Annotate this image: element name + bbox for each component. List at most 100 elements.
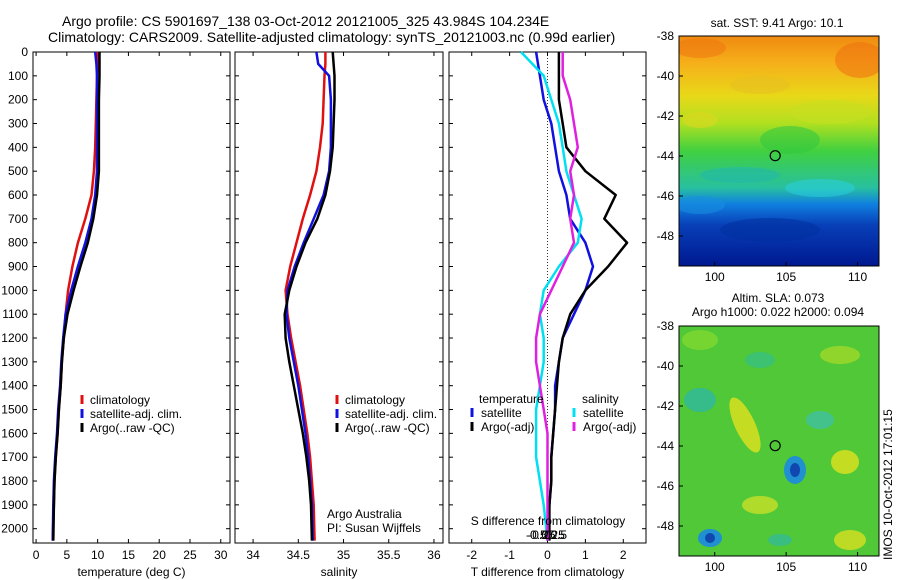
depth-tick-label: 100 bbox=[8, 69, 28, 83]
x-tick-label: 36 bbox=[427, 548, 441, 562]
depth-tick-label: 1400 bbox=[1, 379, 28, 393]
map-y-tick-label: -46 bbox=[657, 479, 675, 493]
depth-tick-label: 1500 bbox=[1, 403, 28, 417]
top-axis-tick-label: 0 bbox=[544, 528, 551, 542]
x-tick-label: 34 bbox=[246, 548, 260, 562]
legend-label: climatology bbox=[90, 393, 150, 407]
side-label: IMOS 10-Oct-2012 17:01:15 bbox=[881, 409, 895, 560]
sla-map-argo-marker bbox=[769, 440, 781, 452]
map-x-tick-label: 110 bbox=[848, 270, 867, 284]
x-tick-label: 1 bbox=[582, 548, 589, 562]
x-tick-label: 35.5 bbox=[377, 548, 401, 562]
map-y-tick-label: -42 bbox=[657, 399, 675, 413]
x-tick-label: 30 bbox=[214, 548, 228, 562]
x-tick-label: 20 bbox=[153, 548, 167, 562]
legend-label: Argo(..raw -QC) bbox=[345, 421, 430, 435]
map-y-tick-label: -44 bbox=[657, 439, 675, 453]
x-tick-label: 35 bbox=[337, 548, 351, 562]
map-y-tick-label: -38 bbox=[657, 319, 675, 333]
legend-label: climatology bbox=[345, 393, 405, 407]
series-line-1 bbox=[284, 52, 327, 541]
depth-tick-label: 1300 bbox=[1, 355, 28, 369]
header-line-1: Argo profile: CS 5901697_138 03-Oct-2012… bbox=[62, 13, 549, 29]
depth-tick-label: 300 bbox=[8, 117, 28, 131]
annotation-text: Argo Australia bbox=[327, 507, 402, 521]
series-line-2 bbox=[285, 51, 333, 541]
sst-map: sat. SST: 9.41 Argo: 10.1 -38 -40 -42 -44 -4… bbox=[657, 16, 880, 284]
depth-tick-label: 200 bbox=[8, 93, 28, 107]
depth-tick-label: 1700 bbox=[1, 450, 28, 464]
series-line-2 bbox=[548, 52, 629, 541]
sla-map-title: Altim. SLA: 0.073 bbox=[732, 291, 825, 305]
map-y-tick-label: -40 bbox=[657, 359, 675, 373]
series-line-3 bbox=[283, 51, 336, 541]
series-line-3 bbox=[52, 52, 101, 541]
depth-tick-label: 700 bbox=[8, 212, 28, 226]
legend-label: satellite-adj. clim. bbox=[90, 407, 182, 421]
top-axis-tick-label: 0.25 bbox=[541, 528, 565, 542]
x-tick-label: 0 bbox=[33, 548, 40, 562]
x-tick-label: 10 bbox=[91, 548, 105, 562]
depth-tick-label: 1800 bbox=[1, 474, 28, 488]
map-x-tick-label: 110 bbox=[848, 560, 867, 574]
depth-tick-label: 1200 bbox=[1, 331, 28, 345]
salinity-profile-xlabel: salinity bbox=[321, 565, 358, 579]
sst-map-frame bbox=[678, 35, 880, 267]
x-tick-label: 15 bbox=[122, 548, 136, 562]
map-y-tick-label: -40 bbox=[657, 69, 675, 83]
depth-tick-label: 500 bbox=[8, 164, 28, 178]
sla-map-frame bbox=[678, 325, 880, 557]
salinity-panel: 34 34.5 35 35.5 36 salinity climatologysatelli… bbox=[234, 51, 444, 579]
series-line-4 bbox=[534, 52, 580, 541]
salinity-profile-frame bbox=[234, 51, 444, 544]
sla-map-field bbox=[679, 326, 879, 556]
x-tick-label: -1 bbox=[504, 548, 515, 562]
map-y-tick-label: -38 bbox=[657, 29, 675, 43]
legend-label: Argo(-adj) bbox=[481, 420, 534, 434]
x-tick-label: -2 bbox=[466, 548, 477, 562]
map-x-tick-label: 100 bbox=[705, 270, 725, 284]
legend-label: satellite bbox=[481, 406, 522, 420]
depth-tick-label: 1100 bbox=[2, 307, 28, 321]
x-tick-label: 5 bbox=[64, 548, 71, 562]
x-tick-label: 34.5 bbox=[287, 548, 311, 562]
difference-profile-xlabel: T difference from climatology bbox=[471, 565, 625, 579]
map-x-tick-label: 100 bbox=[705, 560, 725, 574]
annotation-text: PI: Susan Wijffels bbox=[327, 521, 421, 535]
temperature-profile-frame bbox=[32, 51, 231, 544]
sla-map-texture bbox=[682, 330, 866, 550]
top-axis-tick-label: 0.5 bbox=[550, 528, 567, 542]
temperature-profile-xlabel: temperature (deg C) bbox=[77, 565, 185, 579]
header-line-2: Climatology: CARS2009. Satellite-adjuste… bbox=[48, 29, 615, 45]
sla-map: Altim. SLA: 0.073 Argo h1000: 0.022 h200… bbox=[657, 291, 880, 574]
sst-map-title: sat. SST: 9.41 Argo: 10.1 bbox=[711, 16, 844, 30]
legend-title-salinity: salinity bbox=[582, 392, 619, 406]
map-x-tick-label: 105 bbox=[776, 270, 796, 284]
depth-tick-label: 2000 bbox=[1, 522, 28, 536]
depth-tick-label: 600 bbox=[8, 188, 28, 202]
x-tick-label: 25 bbox=[183, 548, 197, 562]
map-y-tick-label: -46 bbox=[657, 189, 675, 203]
depth-tick-label: 1000 bbox=[1, 283, 28, 297]
sla-map-subtitle: Argo h1000: 0.022 h2000: 0.094 bbox=[692, 305, 864, 319]
depth-tick-label: 1600 bbox=[1, 426, 28, 440]
depth-tick-label: 800 bbox=[8, 236, 28, 250]
depth-tick-label: 1900 bbox=[1, 498, 28, 512]
series-line-3 bbox=[520, 51, 583, 541]
map-x-tick-label: 105 bbox=[776, 560, 796, 574]
top-axis-label: S difference from climatology bbox=[471, 514, 626, 528]
legend-title-temperature: temperature bbox=[479, 392, 544, 406]
difference-panel: -2 -1 0 1 2 T difference from climatology temp… bbox=[448, 51, 647, 579]
legend-label: Argo(..raw -QC) bbox=[90, 421, 175, 435]
x-tick-label: 2 bbox=[620, 548, 627, 562]
x-tick-label: 0 bbox=[544, 548, 551, 562]
depth-tick-label: 900 bbox=[8, 260, 28, 274]
depth-tick-label: 400 bbox=[8, 140, 28, 154]
legend-label: satellite bbox=[583, 406, 624, 420]
map-y-tick-label: -42 bbox=[657, 109, 675, 123]
sst-map-argo-marker bbox=[769, 150, 781, 162]
sst-map-texture bbox=[679, 38, 879, 242]
map-y-tick-label: -48 bbox=[657, 229, 675, 243]
map-y-tick-label: -48 bbox=[657, 519, 675, 533]
top-axis-tick-label: -0.5 bbox=[526, 528, 547, 542]
